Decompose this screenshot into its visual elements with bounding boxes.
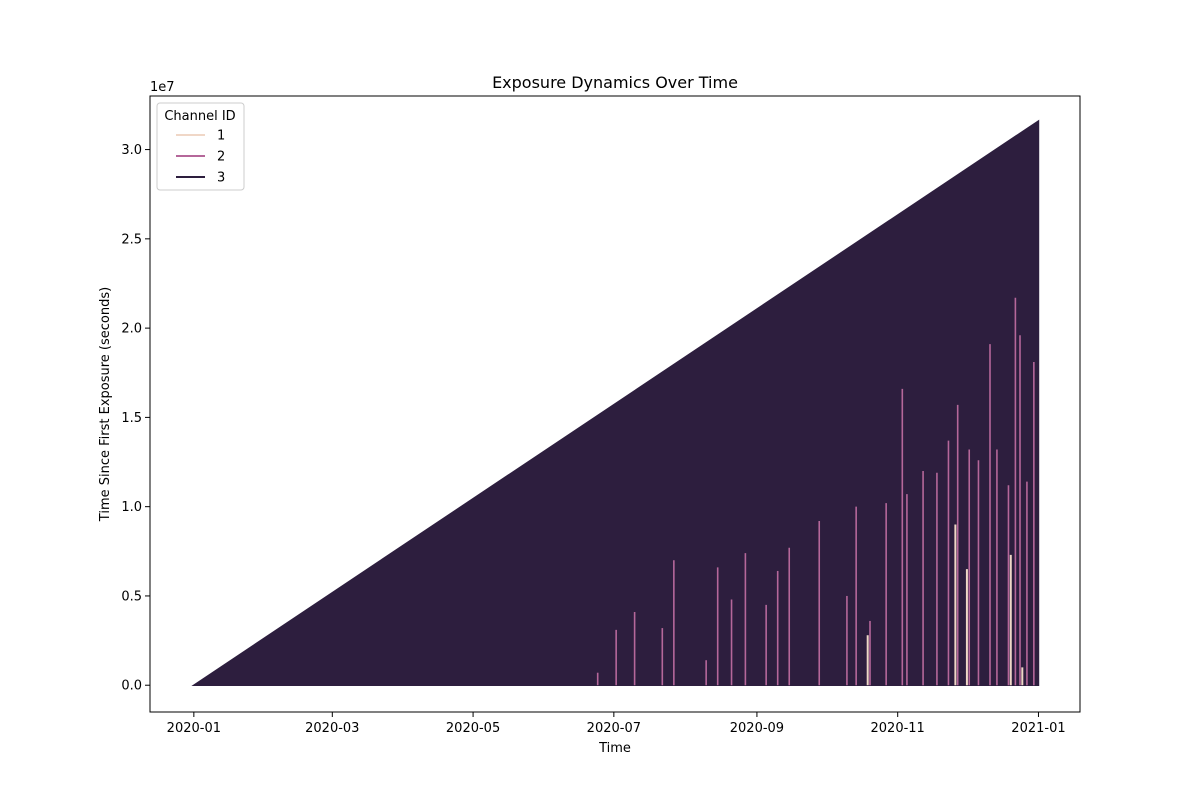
y-tick-label: 0.5 [121,589,142,604]
y-tick-label: 2.0 [121,322,142,337]
legend-label-3: 3 [217,171,225,186]
plot-area [191,119,1040,686]
x-tick-label: 2020-07 [587,721,641,736]
y-tick-label: 1.5 [121,411,142,426]
chart-title: Exposure Dynamics Over Time [492,73,738,92]
legend-title: Channel ID [164,109,235,124]
y-tick-label: 2.5 [121,232,142,247]
plot-frame [149,95,1081,713]
legend: Channel ID 1 2 3 [156,102,245,191]
y-tick-label: 0.0 [121,679,142,694]
x-tick-label: 2020-03 [305,721,359,736]
x-tick-label: 2020-01 [167,721,221,736]
y-offset-label: 1e7 [150,80,175,95]
x-axis-label: Time [598,741,631,756]
axes: 2020-01 2020-03 2020-05 2020-07 2020-09 2020-… [121,95,1081,736]
x-tick-label: 2020-09 [730,721,784,736]
legend-box [156,102,245,191]
y-axis-label: Time Since First Exposure (seconds) [98,287,113,522]
x-tick-label: 2020-11 [871,721,925,736]
y-tick-label: 3.0 [121,143,142,158]
legend-label-1: 1 [217,129,225,144]
series-3-envelope [191,119,1040,686]
legend-label-2: 2 [217,150,225,165]
x-tick-label: 2021-01 [1011,721,1065,736]
y-tick-label: 1.0 [121,500,142,515]
x-tick-label: 2020-05 [446,721,500,736]
